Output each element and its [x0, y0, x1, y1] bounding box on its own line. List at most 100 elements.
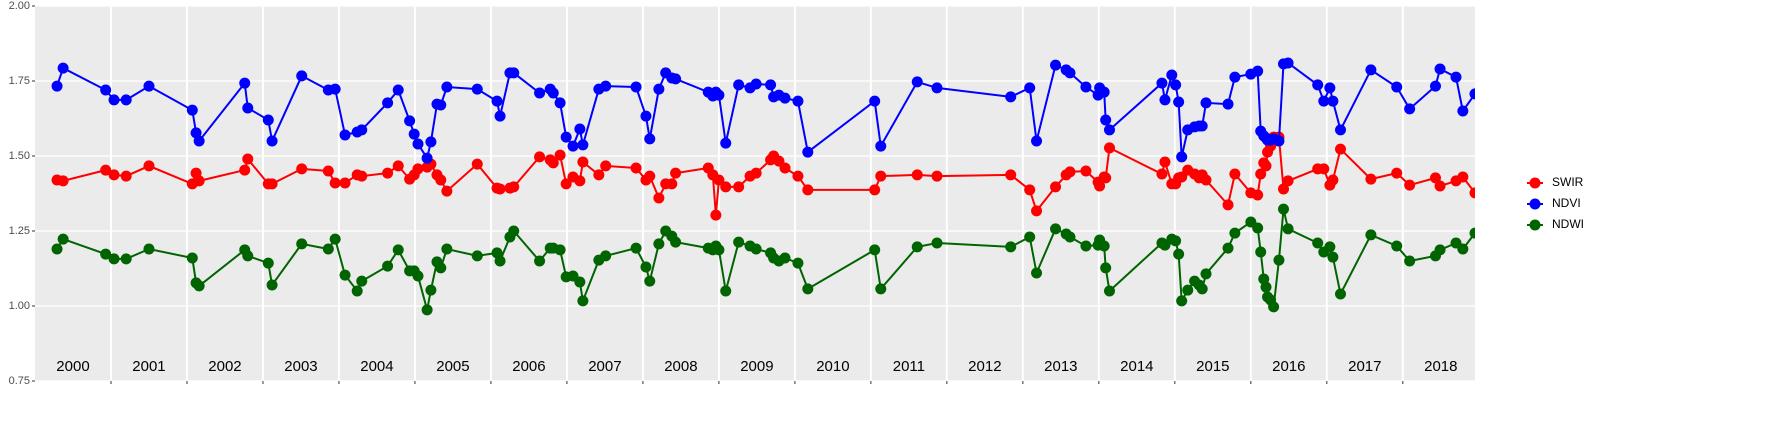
data-point	[143, 243, 155, 255]
data-point	[120, 94, 132, 106]
data-point	[1031, 205, 1043, 217]
data-point	[630, 162, 642, 174]
data-point	[577, 139, 589, 151]
data-point	[630, 81, 642, 93]
data-point	[1229, 168, 1241, 180]
data-point	[1094, 180, 1106, 192]
data-point	[600, 80, 612, 92]
data-point	[1005, 91, 1017, 103]
data-point	[1282, 57, 1294, 69]
y-tick-label: 0.75	[9, 375, 30, 387]
data-point	[750, 167, 762, 179]
data-point	[1176, 295, 1188, 307]
data-point	[1260, 281, 1272, 293]
data-point	[1005, 241, 1017, 253]
data-point	[408, 128, 420, 140]
data-point	[1255, 168, 1267, 180]
year-label: 2008	[664, 358, 697, 375]
data-point	[242, 153, 254, 165]
data-point	[435, 174, 447, 186]
data-point	[239, 164, 251, 176]
data-point	[1457, 243, 1469, 255]
data-point	[392, 84, 404, 96]
data-point	[441, 81, 453, 93]
data-point	[600, 160, 612, 172]
data-point	[296, 238, 308, 250]
year-label: 2002	[208, 358, 241, 375]
legend-key-point	[1529, 198, 1541, 210]
data-point	[339, 129, 351, 141]
data-point	[1080, 81, 1092, 93]
data-point	[779, 252, 791, 264]
year-label: 2012	[968, 358, 1001, 375]
data-point	[1278, 203, 1290, 215]
data-point	[322, 243, 334, 255]
data-point	[1159, 94, 1171, 106]
data-point	[670, 167, 682, 179]
data-point	[329, 233, 341, 245]
data-point	[1031, 267, 1043, 279]
data-point	[653, 238, 665, 250]
data-point	[1166, 69, 1178, 81]
data-point	[1324, 82, 1336, 94]
data-point	[471, 250, 483, 262]
data-point	[1327, 95, 1339, 107]
data-point	[322, 165, 334, 177]
panel	[35, 6, 1475, 381]
data-point	[600, 250, 612, 262]
data-point	[329, 83, 341, 95]
data-point	[412, 138, 424, 150]
data-point	[1103, 124, 1115, 136]
data-point	[911, 169, 923, 181]
data-point	[1434, 180, 1446, 192]
data-point	[1098, 86, 1110, 98]
data-point	[1268, 301, 1280, 313]
data-point	[266, 178, 278, 190]
data-point	[382, 260, 394, 272]
data-point	[534, 255, 546, 267]
data-point	[574, 175, 586, 187]
data-point	[1103, 142, 1115, 154]
data-point	[425, 284, 437, 296]
data-point	[779, 92, 791, 104]
data-point	[1222, 199, 1234, 211]
data-point	[1429, 172, 1441, 184]
data-point	[644, 275, 656, 287]
data-point	[567, 140, 579, 152]
data-point	[1318, 95, 1330, 107]
data-point	[1469, 227, 1475, 239]
data-point	[242, 250, 254, 262]
data-point	[494, 183, 506, 195]
data-point	[1334, 124, 1346, 136]
data-point	[356, 170, 368, 182]
data-point	[404, 115, 416, 127]
data-point	[1222, 98, 1234, 110]
data-point	[792, 170, 804, 182]
data-point	[1255, 246, 1267, 258]
data-point	[593, 169, 605, 181]
data-point	[51, 80, 63, 92]
data-point	[710, 209, 722, 221]
data-point	[1260, 160, 1272, 172]
data-point	[435, 99, 447, 111]
year-label: 2010	[816, 358, 849, 375]
data-point	[1024, 184, 1036, 196]
data-point	[713, 244, 725, 256]
data-point	[802, 184, 814, 196]
data-point	[792, 257, 804, 269]
data-point	[1229, 71, 1241, 83]
data-point	[262, 114, 274, 126]
data-point	[869, 244, 881, 256]
data-point	[329, 177, 341, 189]
data-point	[911, 241, 923, 253]
data-point	[471, 83, 483, 95]
data-point	[382, 97, 394, 109]
data-point	[508, 181, 520, 193]
data-point	[1024, 231, 1036, 243]
legend-key-point	[1529, 219, 1541, 231]
data-point	[1050, 59, 1062, 71]
data-point	[733, 79, 745, 91]
data-point	[1312, 79, 1324, 91]
data-point	[1170, 79, 1182, 91]
year-label: 2011	[893, 358, 925, 375]
